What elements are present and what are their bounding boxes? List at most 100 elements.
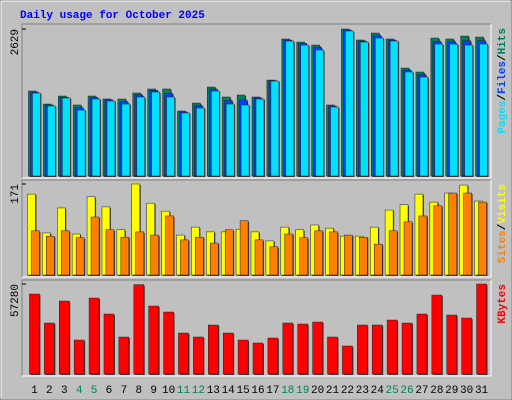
bar (76, 109, 86, 177)
x-tick-label: 19 (296, 385, 309, 397)
bar (91, 98, 101, 177)
bar (208, 324, 219, 375)
x-tick-label: 28 (430, 385, 443, 397)
bar (416, 313, 428, 375)
bar (464, 44, 473, 177)
bar (166, 96, 175, 177)
bar (222, 332, 234, 375)
x-tick-label: 13 (207, 385, 220, 397)
legend: Sites/Visits (497, 184, 509, 263)
bar (297, 323, 308, 375)
bar (62, 97, 71, 177)
bar (150, 234, 159, 276)
bar (312, 321, 323, 375)
bar (135, 231, 145, 276)
x-tick-label: 1 (31, 385, 38, 397)
legend-separator: / (497, 94, 509, 101)
legend-separator: / (497, 223, 509, 230)
bar (461, 317, 472, 375)
bar (75, 237, 85, 276)
bar (90, 216, 100, 276)
bar (239, 220, 249, 276)
bar (285, 40, 295, 177)
x-tick-label: 6 (106, 385, 113, 397)
bar (314, 230, 323, 276)
bar (284, 233, 294, 276)
bar (240, 104, 250, 177)
bar (196, 107, 205, 177)
bar (165, 215, 174, 276)
bar (446, 314, 457, 375)
legend-entry: KBytes (497, 284, 509, 324)
y-tick-label: 57280 (10, 284, 22, 317)
bar (118, 336, 130, 375)
bar (148, 305, 159, 375)
bar (345, 30, 354, 177)
bar (136, 96, 146, 177)
x-tick-label: 14 (222, 385, 236, 397)
legend-separator: / (497, 54, 509, 61)
bar (47, 105, 56, 177)
panel-border (21, 23, 491, 178)
bar (103, 313, 115, 375)
bar (373, 243, 383, 276)
x-tick-label: 12 (192, 385, 205, 397)
legend-entry: Files (497, 61, 509, 94)
bar (300, 44, 309, 177)
bar (225, 103, 235, 177)
bar (254, 239, 264, 276)
x-tick-label: 21 (326, 385, 340, 397)
bar (299, 237, 308, 276)
x-tick-label: 9 (150, 385, 157, 397)
x-tick-label: 11 (177, 385, 191, 397)
x-tick-label: 17 (266, 385, 279, 397)
bar (386, 319, 398, 375)
x-tick-label: 25 (386, 385, 399, 397)
x-tick-label: 16 (251, 385, 264, 397)
bar (224, 229, 234, 276)
bar (61, 230, 70, 276)
x-tick-label: 31 (475, 385, 489, 397)
bar (252, 342, 264, 375)
bar (431, 294, 443, 375)
bar (46, 235, 55, 276)
x-tick-label: 30 (460, 385, 473, 397)
bar (106, 100, 116, 177)
bar (31, 230, 40, 276)
bar (269, 246, 279, 276)
panel-border (22, 280, 492, 377)
bar (449, 43, 458, 177)
x-tick-label: 3 (61, 385, 68, 397)
bar (315, 49, 324, 177)
bar (342, 345, 353, 375)
bar (282, 322, 294, 375)
bar (357, 324, 368, 375)
bar (433, 205, 443, 276)
bar (270, 80, 280, 177)
bar (151, 91, 160, 177)
bar (88, 297, 100, 375)
bar (178, 332, 189, 375)
bar (327, 336, 338, 375)
x-tick-label: 27 (415, 385, 428, 397)
bar (401, 322, 413, 375)
legend-entry: Sites (497, 230, 509, 263)
panel-border (22, 24, 492, 179)
bar (434, 43, 444, 177)
panel-border (22, 180, 492, 278)
bar (359, 236, 368, 276)
bar (388, 230, 398, 276)
panel-border (21, 179, 491, 277)
bar (374, 37, 384, 177)
bar (120, 236, 130, 276)
bar (344, 234, 353, 276)
bar (181, 112, 190, 177)
panel-border (21, 279, 491, 376)
x-tick-label: 2 (46, 385, 53, 397)
bar (476, 283, 487, 375)
bar (210, 242, 219, 276)
legend-entry: Pages (497, 101, 509, 134)
bar (44, 322, 55, 375)
